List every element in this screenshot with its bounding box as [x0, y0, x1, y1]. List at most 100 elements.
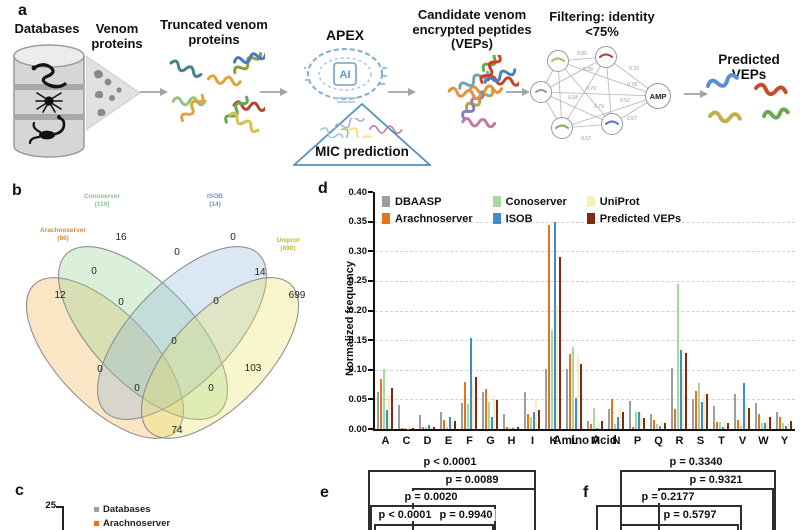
bar: [616, 417, 619, 429]
predicted-peptides-cluster: [706, 73, 790, 124]
panel-label-b: b: [12, 182, 22, 199]
venn-diagram: Arachnoserver (86) Conoserver (119) ISOB…: [25, 193, 306, 439]
y-tick-label: 0.25: [348, 275, 368, 287]
legend-label: Predicted VEPs: [599, 212, 682, 225]
bar: [621, 411, 624, 429]
bar: [490, 416, 493, 429]
bar: [600, 420, 603, 429]
legend-item: Predicted VEPs: [586, 211, 682, 226]
legend-swatch: [492, 196, 501, 207]
bar: [390, 387, 393, 429]
bar: [432, 426, 435, 429]
bar: [632, 426, 635, 429]
venn-label-isob: ISOB: [207, 193, 223, 200]
bar: [532, 411, 535, 429]
x-tick-label: K: [549, 435, 558, 447]
bar: [474, 376, 477, 429]
bar: [682, 372, 685, 429]
bar: [556, 304, 559, 429]
bar: [742, 382, 745, 429]
bar: [411, 427, 414, 429]
bar: [789, 421, 792, 429]
legend-label: Conoserver: [505, 195, 567, 208]
bar: [674, 408, 677, 429]
bar: [787, 424, 790, 429]
bar: [713, 405, 716, 429]
gridline: [375, 310, 795, 312]
bar: [587, 420, 590, 429]
venn-count: 0: [208, 383, 214, 394]
bar: [629, 401, 632, 429]
bar: [553, 221, 556, 429]
venn-count: 0: [118, 297, 124, 308]
bar: [529, 417, 532, 429]
peptide-squiggle: [483, 68, 517, 84]
legend-item: DBAASP: [382, 194, 473, 209]
venn-label-conoserver: Conoserver: [84, 193, 121, 200]
database-icon: [13, 44, 85, 158]
significance-bracket: [658, 488, 774, 530]
cylinder-band: [14, 114, 84, 120]
bar: [598, 423, 601, 429]
bar: [566, 369, 569, 429]
c-ytick-label: 25: [45, 500, 56, 511]
arrow-icon: [388, 84, 416, 102]
bar: [592, 408, 595, 429]
legend-item: Arachnoserver: [382, 211, 473, 226]
venn-count: 0: [230, 232, 236, 243]
legend-swatch: [382, 213, 390, 224]
x-tick-label: Q: [654, 435, 663, 447]
bar: [377, 392, 380, 429]
bar: [716, 421, 719, 429]
bar: [430, 426, 433, 429]
ai-brain-icon: AI: [304, 48, 387, 103]
legend-label: Arachnoserver: [395, 212, 473, 225]
bar: [574, 397, 577, 429]
bar: [427, 425, 430, 429]
legend-item: UniProt: [586, 194, 681, 209]
y-tick-mark: [368, 368, 373, 371]
venn-count: 103: [245, 363, 262, 374]
x-tick-label: W: [758, 435, 769, 447]
truncated-peptides-cluster: [165, 48, 268, 136]
bar: [737, 419, 740, 429]
bar: [779, 416, 782, 429]
mic-title: MIC prediction: [315, 144, 409, 159]
venn-ellipse-isob: [96, 246, 268, 420]
venn-count: 74: [171, 425, 183, 436]
bar: [718, 421, 721, 429]
bar: [608, 409, 611, 429]
bar: [739, 426, 742, 429]
edge-weight: 0.79: [594, 104, 604, 110]
bar: [661, 421, 664, 429]
p-value-label: p = 0.0089: [442, 474, 502, 486]
panel-label-a: a: [18, 2, 27, 19]
legend-swatch: [94, 521, 99, 526]
significance-bracket: [596, 505, 742, 530]
y-tick-label: 0.10: [348, 364, 368, 376]
x-tick-label: I: [530, 435, 535, 447]
p-value-label: p = 0.0020: [401, 491, 461, 503]
bar: [388, 396, 391, 429]
venn-total-uniprot: (890): [280, 245, 295, 252]
venn-total-arachnoserver: (86): [57, 235, 69, 242]
edge-weight: 0.85: [577, 51, 587, 57]
bar: [726, 423, 729, 429]
p-value-label: p < 0.0001: [420, 456, 480, 468]
gridline: [375, 221, 795, 223]
candidate-peptides-cluster: [424, 45, 522, 133]
bar: [482, 391, 485, 429]
bar: [705, 393, 708, 429]
peptide-squiggle: [349, 127, 379, 148]
bar: [663, 423, 666, 429]
bar: [784, 426, 787, 429]
peptide-squiggle: [368, 124, 403, 134]
spider-icon: [35, 92, 63, 113]
databases-title: Databases: [14, 21, 80, 36]
bar: [443, 419, 446, 429]
bar: [548, 224, 551, 429]
bar: [485, 389, 488, 429]
chart-legend: DBAASP Arachnoserver Conoserver ISOB UniProt…: [382, 194, 681, 226]
bar: [466, 403, 469, 429]
amino-acid-chart: Normalized frequency 0.00 0.05 0.10 0.15 0.2…: [330, 183, 800, 475]
